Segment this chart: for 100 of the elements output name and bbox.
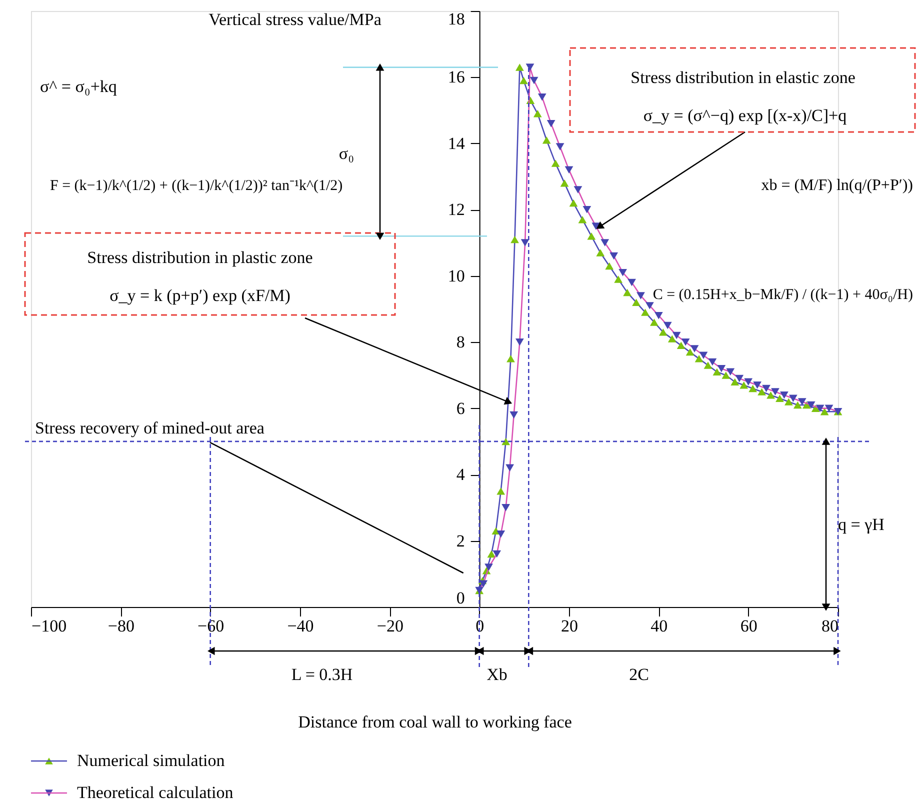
x-tick-label: 20 xyxy=(561,616,578,636)
point xyxy=(600,239,610,246)
point xyxy=(520,239,530,246)
point xyxy=(820,408,829,416)
point xyxy=(788,394,798,402)
y-axis-title: Vertical stress value/MPa xyxy=(208,10,382,29)
point xyxy=(654,312,663,320)
point xyxy=(636,292,645,300)
y-tick-label: 8 xyxy=(456,332,465,352)
point xyxy=(569,199,578,207)
point xyxy=(699,352,708,359)
point xyxy=(748,384,757,392)
point xyxy=(726,368,735,376)
text: Xb xyxy=(486,665,508,684)
point xyxy=(753,382,762,389)
point xyxy=(650,318,658,326)
point xyxy=(506,355,515,362)
text: 2C xyxy=(629,665,649,684)
point xyxy=(686,348,694,356)
point xyxy=(587,232,596,240)
annotation: C = (0.15H+x_b−Mk/F) / ((k−1) + 40σ₀/H) xyxy=(652,287,914,303)
y-tick-label: 12 xyxy=(448,200,465,220)
point xyxy=(605,262,614,270)
point xyxy=(780,391,788,399)
legend-label: Numerical simulation xyxy=(77,751,226,770)
point xyxy=(533,110,542,118)
point xyxy=(502,438,510,446)
point xyxy=(641,308,650,316)
point xyxy=(516,64,524,71)
y-tick-label: 14 xyxy=(448,134,466,153)
point xyxy=(762,384,770,392)
point xyxy=(668,335,676,342)
point xyxy=(484,564,493,571)
point xyxy=(672,332,681,340)
annotation: xb = (M/F) ln(q/(P+P′)) xyxy=(761,177,913,194)
point xyxy=(618,268,627,276)
annotation: Stress distribution in elastic zone xyxy=(630,68,856,87)
point xyxy=(735,374,744,382)
point xyxy=(510,236,519,244)
point xyxy=(658,328,668,336)
annotation: F = (k−1)/k^(1/2) + ((k−1)/k^(1/2))² tan⁻¹k^(1/2) xyxy=(50,178,343,194)
point xyxy=(816,404,824,412)
point xyxy=(712,368,722,376)
point xyxy=(542,136,551,144)
point xyxy=(676,342,686,350)
point xyxy=(506,464,514,472)
point xyxy=(663,322,672,330)
x-tick-label: −80 xyxy=(108,616,134,636)
annotation: Stress distribution in plastic zone xyxy=(87,248,313,267)
point xyxy=(793,401,802,409)
x-tick-label: −40 xyxy=(287,616,314,636)
x-tick-label: 60 xyxy=(740,616,758,636)
y-tick-label: 16 xyxy=(448,68,465,87)
point xyxy=(538,93,546,101)
y-tick-label: 0 xyxy=(456,588,465,608)
point xyxy=(784,398,793,406)
point xyxy=(623,288,632,296)
point xyxy=(758,388,766,396)
point xyxy=(574,186,582,194)
point xyxy=(510,411,518,419)
point xyxy=(556,143,564,150)
point xyxy=(744,378,753,386)
point xyxy=(722,372,730,379)
point xyxy=(730,378,740,386)
point xyxy=(646,302,654,310)
point xyxy=(632,298,640,306)
ref-line-label: Stress recovery of mined-out area xyxy=(35,418,265,438)
annotation: q = γH xyxy=(838,515,884,534)
point xyxy=(496,530,506,538)
annotation: σ_y = (σ^−q) exp [(x-x)/C]+q xyxy=(643,106,848,125)
point xyxy=(690,345,699,352)
point xyxy=(704,362,712,369)
point xyxy=(771,388,780,396)
point xyxy=(798,398,806,406)
annotation: σ₀ xyxy=(338,144,354,163)
point xyxy=(526,64,534,71)
point xyxy=(564,166,574,174)
x-tick-label: 0 xyxy=(476,616,484,636)
y-tick-label: 4 xyxy=(456,465,466,484)
point xyxy=(516,338,524,346)
point xyxy=(740,382,748,389)
point xyxy=(628,278,636,286)
point xyxy=(766,391,775,399)
legend-label: Theoretical calculation xyxy=(77,783,234,801)
point xyxy=(610,252,618,260)
x-tick-label: 40 xyxy=(650,616,668,636)
point xyxy=(681,338,690,346)
point xyxy=(496,487,506,495)
x-axis-title: Distance from coal wall to working face xyxy=(298,712,572,732)
point xyxy=(596,249,605,256)
y-tick-label: 10 xyxy=(448,266,465,286)
x-tick-label: 80 xyxy=(822,616,838,636)
point xyxy=(487,550,496,558)
point xyxy=(776,394,784,402)
point xyxy=(694,355,704,362)
x-tick-label: −100 xyxy=(32,616,67,636)
annotation: σ_y = k (p+p′) exp (xF/M) xyxy=(110,286,290,305)
point xyxy=(502,504,510,512)
point xyxy=(479,580,488,588)
point xyxy=(708,358,717,366)
